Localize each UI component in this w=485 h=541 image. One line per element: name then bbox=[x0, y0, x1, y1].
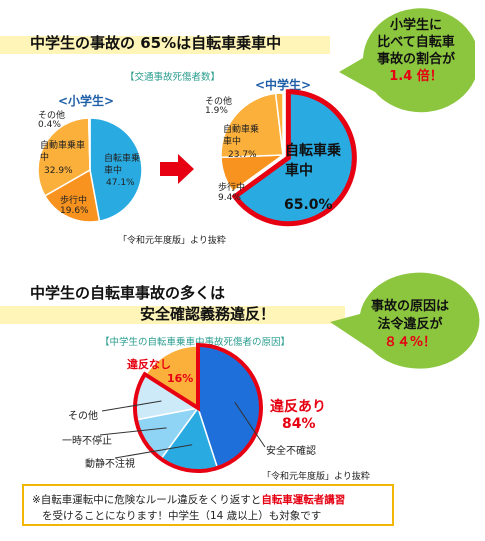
violation-pie-chart bbox=[99, 342, 266, 473]
bubble-2-highlight: ８４%！ bbox=[383, 335, 437, 350]
pie1-label-bike: 自転車乗車中 bbox=[104, 154, 141, 176]
bubble-1-text: 小学生に 比べて自転車 事故の割合が 1.4 倍！ bbox=[368, 17, 464, 85]
bubble-1-highlight: 1.4 倍！ bbox=[389, 69, 443, 84]
bubble-2-text: 事故の原因は 法令違反が ８４%！ bbox=[358, 298, 462, 352]
pie3-leader-1 bbox=[114, 444, 193, 459]
pie2-value-other: 1.9% bbox=[205, 106, 228, 116]
pie1-slice-2 bbox=[37, 117, 91, 197]
notice-line2: を受けることになります！中学生（14 歳以上）も対象です bbox=[42, 510, 322, 522]
section2-source: 「令和元年度版」より抜粋 bbox=[262, 472, 370, 482]
bubble-1-shape bbox=[339, 8, 475, 113]
bubble-2-line2: 法令違反が bbox=[377, 317, 443, 332]
pie1-label-car: 自動車乗車中 bbox=[40, 141, 86, 163]
pie3-violation-outline bbox=[133, 342, 263, 473]
pie3-label-violation: 違反あり bbox=[270, 399, 326, 415]
pie2-value-walk: 9.4% bbox=[218, 193, 241, 203]
pie3-label-stop: 一時不停止 bbox=[62, 436, 112, 447]
notice-line1: ※自転車運転中に危険なルール違反をくり返すと自転車運転者講習 bbox=[32, 492, 345, 507]
section1-heading: 中学生の事故の 65%は自転車乗車中 bbox=[30, 34, 282, 52]
bubble-2-line1: 事故の原因は bbox=[370, 299, 449, 314]
arrow-icon bbox=[160, 154, 194, 184]
pie1-value-car: 32.9% bbox=[44, 166, 73, 176]
pie3-label-check: 安全不確認 bbox=[266, 446, 316, 457]
elementary-pie-chart bbox=[37, 117, 143, 223]
notice-line1-text: ※自転車運転中に危険なルール違反をくり返すと bbox=[32, 494, 262, 506]
chart1-title: <小学生> bbox=[58, 94, 115, 108]
pie3-leader-0 bbox=[234, 401, 266, 448]
pie2-slice-0 bbox=[231, 89, 357, 227]
pie3-leader-3 bbox=[101, 400, 162, 412]
pie3-label-watch: 動静不注視 bbox=[85, 459, 135, 470]
bubble-1-line1: 小学生に bbox=[389, 18, 442, 33]
pie3-label-no-violation: 違反なし bbox=[127, 358, 171, 371]
pie2-label-car: 自動車乗車中 bbox=[223, 125, 260, 147]
pie1-label-other: その他 bbox=[38, 111, 66, 121]
pie2-value-bike: 65.0% bbox=[284, 197, 333, 213]
notice-line1-highlight: 自転車運転者講習 bbox=[261, 494, 346, 506]
pie1-label-walk: 歩行中 bbox=[60, 196, 88, 206]
pie3-slice-4 bbox=[144, 345, 199, 410]
notice-box: ※自転車運転中に危険なルール違反をくり返すと自転車運転者講習 を受けることになり… bbox=[22, 484, 394, 526]
section2-heading-line1: 中学生の自転車事故の多くは bbox=[30, 284, 226, 302]
pie2-slice-2 bbox=[220, 92, 284, 159]
pie3-leader-2 bbox=[99, 427, 167, 436]
pie1-value-walk: 19.6% bbox=[60, 206, 89, 216]
bubble-1 bbox=[339, 8, 475, 113]
section2-heading-line2: 安全確認義務違反！ bbox=[140, 305, 276, 323]
pie2-label-walk: 歩行中 bbox=[218, 183, 246, 193]
heading-band-2 bbox=[0, 306, 345, 324]
pie2-label-bike: 自転車乗車中 bbox=[285, 143, 341, 179]
pie1-slice-0 bbox=[89, 117, 143, 223]
bubble-1-line2: 比べて自転車 bbox=[377, 35, 455, 50]
pie1-slice-1 bbox=[43, 168, 101, 223]
pie3-value-no-violation: 16% bbox=[167, 372, 194, 385]
pie2-value-car: 23.7% bbox=[228, 150, 257, 160]
pie1-slice-3 bbox=[87, 117, 91, 171]
pie2-slice-3 bbox=[274, 92, 284, 156]
section1-subtitle: 【交通事故死傷者数】 bbox=[125, 72, 221, 83]
pie3-label-other: その他 bbox=[68, 411, 98, 422]
pie2-label-other: その他 bbox=[205, 97, 233, 107]
pie3-value-violation: 84% bbox=[282, 416, 316, 432]
pie1-value-bike: 47.1% bbox=[106, 178, 135, 188]
junior-high-pie-chart bbox=[220, 89, 357, 227]
bubble-2-shape bbox=[330, 272, 480, 369]
chart2-title: <中学生> bbox=[255, 78, 312, 92]
bubble-2 bbox=[330, 272, 480, 369]
heading-band-1 bbox=[0, 36, 330, 54]
bubble-1-line3: 事故の割合が bbox=[376, 52, 455, 67]
section1-source: 「令和元年度版」より抜粋 bbox=[118, 236, 226, 246]
pie1-value-other: 0.4% bbox=[38, 120, 61, 130]
section2-subtitle: 【中学生の自転車乗車中事故死傷者の原因】 bbox=[100, 337, 291, 348]
